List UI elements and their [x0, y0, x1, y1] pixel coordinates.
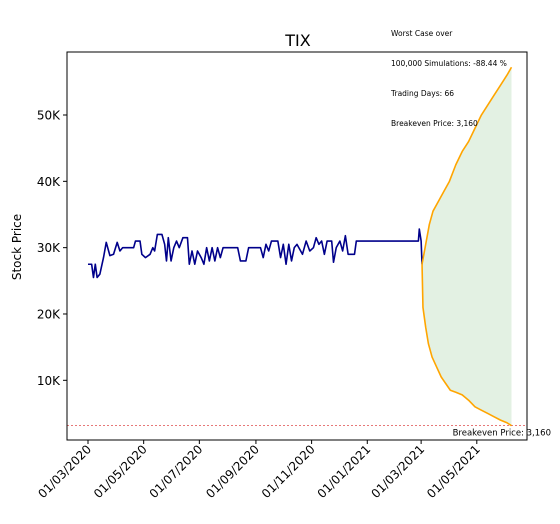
projection-upper-line	[421, 66, 513, 265]
x-tick-label: 01/05/2021	[424, 442, 483, 501]
x-tick-label: 01/07/2020	[147, 442, 206, 501]
y-tick-label: 10K	[37, 374, 61, 388]
y-tick-label: 50K	[37, 109, 61, 123]
x-tick-label: 01/09/2020	[203, 442, 262, 501]
simulation-annotation: Worst Case over 100,000 Simulations: -88…	[391, 9, 507, 139]
x-tick-label: 01/05/2020	[91, 442, 150, 501]
y-tick-label: 20K	[37, 307, 61, 321]
y-tick-label: 40K	[37, 175, 61, 189]
y-axis-label: Stock Price	[10, 214, 24, 280]
history-line	[87, 228, 423, 279]
simulation-band	[422, 67, 512, 426]
annotation-line: 100,000 Simulations: -88.44 %	[391, 59, 507, 68]
x-tick-label: 01/03/2021	[368, 442, 427, 501]
x-tick-label: 01/01/2021	[315, 442, 374, 501]
annotation-line: Breakeven Price: 3,160	[391, 119, 478, 128]
axes-frame	[66, 51, 528, 441]
projection-lower-line	[421, 264, 512, 427]
chart-title: TIX	[284, 31, 310, 50]
annotation-line: Trading Days: 66	[391, 89, 455, 98]
x-tick-label: 01/11/2020	[259, 442, 318, 501]
x-tick-label: 01/03/2020	[35, 442, 94, 501]
breakeven-label: Breakeven Price: 3,160	[453, 429, 551, 439]
y-tick-label: 30K	[37, 241, 61, 255]
annotation-line: Worst Case over	[391, 29, 453, 38]
